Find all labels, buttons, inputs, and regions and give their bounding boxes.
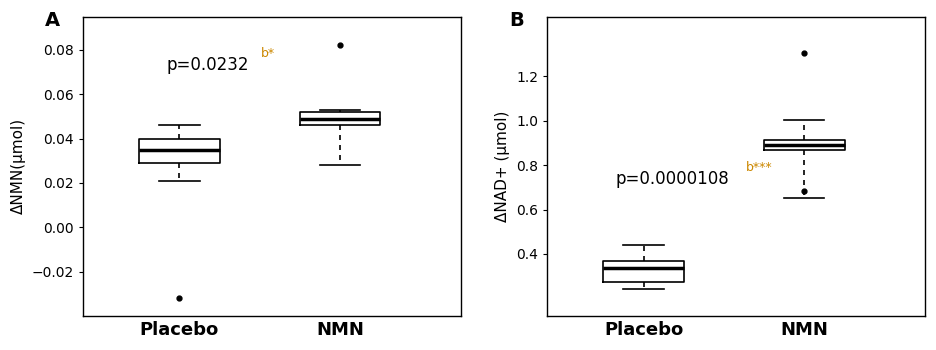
Text: p=0.0000108: p=0.0000108 (615, 170, 729, 188)
Text: b*: b* (260, 47, 275, 60)
Y-axis label: ΔNMN(μmol): ΔNMN(μmol) (11, 118, 26, 214)
Text: b***: b*** (745, 161, 772, 174)
Text: B: B (509, 10, 524, 29)
Text: p=0.0232: p=0.0232 (166, 56, 249, 75)
Text: A: A (45, 10, 60, 29)
Y-axis label: ΔNAD+ (μmol): ΔNAD+ (μmol) (495, 111, 510, 222)
